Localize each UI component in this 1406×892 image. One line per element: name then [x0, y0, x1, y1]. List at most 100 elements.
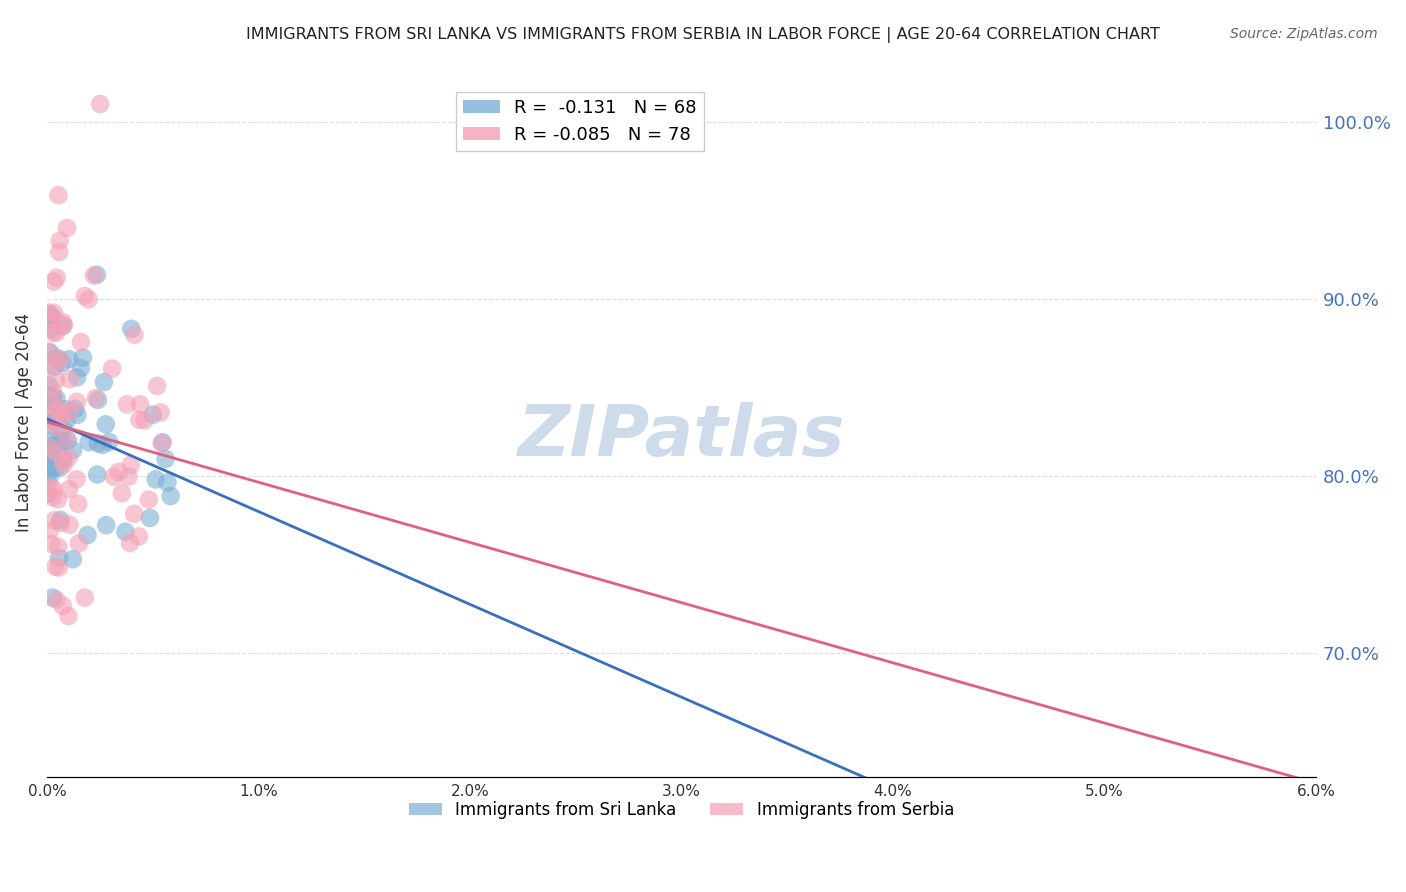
Immigrants from Serbia — [150, 436, 173, 450]
Immigrants from Serbia — [49, 516, 72, 530]
Immigrants from Serbia — [52, 318, 75, 332]
Immigrants from Serbia — [117, 469, 139, 483]
Immigrants from Sri Lanka — [96, 518, 118, 533]
Immigrants from Sri Lanka — [39, 442, 62, 456]
Immigrants from Serbia — [45, 270, 67, 285]
Immigrants from Serbia — [122, 507, 145, 521]
Immigrants from Sri Lanka — [139, 511, 162, 525]
Immigrants from Sri Lanka — [39, 322, 62, 336]
Immigrants from Sri Lanka — [87, 392, 110, 407]
Immigrants from Sri Lanka — [37, 467, 59, 481]
Text: IMMIGRANTS FROM SRI LANKA VS IMMIGRANTS FROM SERBIA IN LABOR FORCE | AGE 20-64 C: IMMIGRANTS FROM SRI LANKA VS IMMIGRANTS … — [246, 27, 1160, 43]
Immigrants from Sri Lanka — [37, 388, 59, 402]
Immigrants from Sri Lanka — [51, 356, 73, 370]
Text: Source: ZipAtlas.com: Source: ZipAtlas.com — [1230, 27, 1378, 41]
Immigrants from Sri Lanka — [53, 402, 76, 417]
Immigrants from Serbia — [44, 513, 66, 527]
Immigrants from Sri Lanka — [145, 472, 167, 486]
Immigrants from Serbia — [103, 469, 125, 483]
Immigrants from Sri Lanka — [41, 310, 63, 325]
Immigrants from Sri Lanka — [42, 390, 65, 404]
Immigrants from Serbia — [48, 234, 70, 248]
Immigrants from Sri Lanka — [38, 459, 60, 474]
Immigrants from Sri Lanka — [45, 351, 67, 365]
Immigrants from Sri Lanka — [52, 421, 75, 435]
Y-axis label: In Labor Force | Age 20-64: In Labor Force | Age 20-64 — [15, 313, 32, 533]
Immigrants from Serbia — [46, 492, 69, 507]
Immigrants from Sri Lanka — [63, 401, 86, 416]
Immigrants from Serbia — [45, 420, 67, 434]
Immigrants from Sri Lanka — [38, 308, 60, 322]
Immigrants from Sri Lanka — [58, 352, 80, 367]
Immigrants from Sri Lanka — [42, 414, 65, 428]
Immigrants from Sri Lanka — [98, 434, 121, 449]
Immigrants from Sri Lanka — [87, 436, 110, 450]
Immigrants from Sri Lanka — [39, 418, 62, 433]
Immigrants from Serbia — [128, 529, 150, 543]
Immigrants from Serbia — [42, 275, 65, 289]
Immigrants from Serbia — [49, 352, 72, 367]
Immigrants from Sri Lanka — [39, 448, 62, 462]
Immigrants from Sri Lanka — [114, 524, 136, 539]
Immigrants from Serbia — [51, 409, 73, 423]
Immigrants from Sri Lanka — [38, 469, 60, 483]
Immigrants from Serbia — [46, 540, 69, 554]
Immigrants from Serbia — [45, 326, 67, 340]
Immigrants from Serbia — [39, 481, 62, 495]
Immigrants from Sri Lanka — [37, 390, 59, 404]
Immigrants from Sri Lanka — [38, 378, 60, 392]
Immigrants from Serbia — [129, 397, 152, 411]
Immigrants from Serbia — [44, 445, 66, 459]
Immigrants from Sri Lanka — [44, 359, 66, 374]
Immigrants from Sri Lanka — [152, 435, 174, 450]
Immigrants from Serbia — [45, 401, 67, 416]
Immigrants from Sri Lanka — [62, 443, 84, 458]
Immigrants from Serbia — [59, 372, 82, 386]
Immigrants from Serbia — [38, 359, 60, 373]
Immigrants from Sri Lanka — [86, 467, 108, 482]
Immigrants from Serbia — [73, 591, 96, 605]
Immigrants from Serbia — [42, 306, 65, 320]
Immigrants from Sri Lanka — [46, 410, 69, 425]
Immigrants from Sri Lanka — [44, 460, 66, 475]
Immigrants from Sri Lanka — [48, 433, 70, 447]
Immigrants from Sri Lanka — [37, 486, 59, 500]
Immigrants from Serbia — [58, 450, 80, 465]
Immigrants from Sri Lanka — [86, 268, 108, 282]
Immigrants from Sri Lanka — [66, 408, 89, 422]
Immigrants from Serbia — [42, 326, 65, 340]
Immigrants from Sri Lanka — [94, 417, 117, 432]
Immigrants from Sri Lanka — [39, 407, 62, 421]
Immigrants from Serbia — [101, 361, 124, 376]
Immigrants from Serbia — [45, 373, 67, 387]
Immigrants from Serbia — [56, 220, 79, 235]
Immigrants from Sri Lanka — [45, 392, 67, 406]
Immigrants from Sri Lanka — [156, 475, 179, 490]
Immigrants from Serbia — [84, 391, 107, 405]
Immigrants from Serbia — [38, 305, 60, 319]
Immigrants from Sri Lanka — [91, 438, 114, 452]
Immigrants from Serbia — [66, 395, 89, 409]
Immigrants from Serbia — [67, 536, 90, 550]
Immigrants from Sri Lanka — [48, 460, 70, 475]
Immigrants from Serbia — [146, 379, 169, 393]
Immigrants from Serbia — [39, 523, 62, 537]
Immigrants from Serbia — [45, 592, 67, 607]
Immigrants from Serbia — [124, 327, 146, 342]
Immigrants from Sri Lanka — [51, 450, 73, 465]
Immigrants from Serbia — [42, 414, 65, 428]
Immigrants from Serbia — [83, 268, 105, 283]
Immigrants from Serbia — [52, 599, 75, 613]
Immigrants from Serbia — [128, 413, 150, 427]
Immigrants from Sri Lanka — [55, 414, 77, 428]
Immigrants from Sri Lanka — [70, 361, 93, 376]
Immigrants from Serbia — [58, 517, 80, 532]
Immigrants from Serbia — [65, 472, 87, 486]
Immigrants from Sri Lanka — [142, 408, 165, 422]
Immigrants from Sri Lanka — [155, 452, 177, 467]
Immigrants from Sri Lanka — [120, 322, 142, 336]
Immigrants from Serbia — [134, 413, 156, 427]
Immigrants from Sri Lanka — [38, 434, 60, 448]
Immigrants from Sri Lanka — [39, 345, 62, 359]
Immigrants from Sri Lanka — [93, 375, 115, 389]
